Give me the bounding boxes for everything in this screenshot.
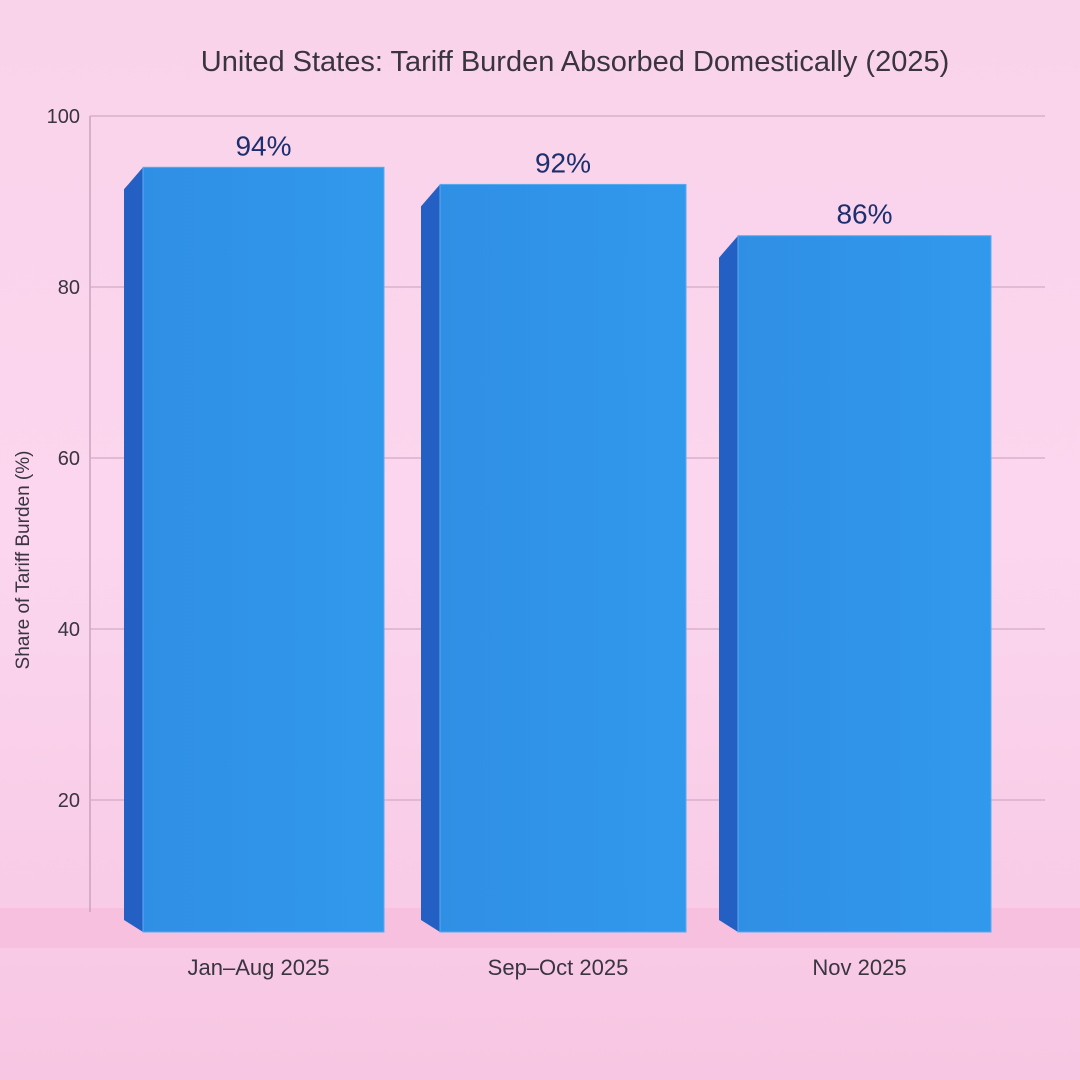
bar-side bbox=[124, 167, 143, 933]
y-tick-label: 20 bbox=[58, 790, 80, 812]
chart-title: United States: Tariff Burden Absorbed Do… bbox=[200, 46, 950, 78]
y-tick-label: 60 bbox=[58, 448, 80, 470]
bar-side bbox=[719, 235, 738, 932]
bar bbox=[737, 235, 992, 933]
data-label: 92% bbox=[535, 147, 591, 178]
y-tick-label: 40 bbox=[58, 619, 80, 641]
bar bbox=[142, 166, 385, 933]
y-tick-label: 100 bbox=[47, 106, 80, 128]
bar-side bbox=[421, 184, 440, 932]
data-label: 86% bbox=[836, 199, 892, 230]
y-tick-label: 80 bbox=[58, 277, 80, 299]
data-label: 94% bbox=[235, 130, 291, 161]
x-tick-label: Nov 2025 bbox=[812, 955, 906, 980]
bar bbox=[439, 183, 687, 933]
x-tick-label: Jan–Aug 2025 bbox=[188, 955, 330, 980]
x-tick-label: Sep–Oct 2025 bbox=[488, 955, 629, 980]
